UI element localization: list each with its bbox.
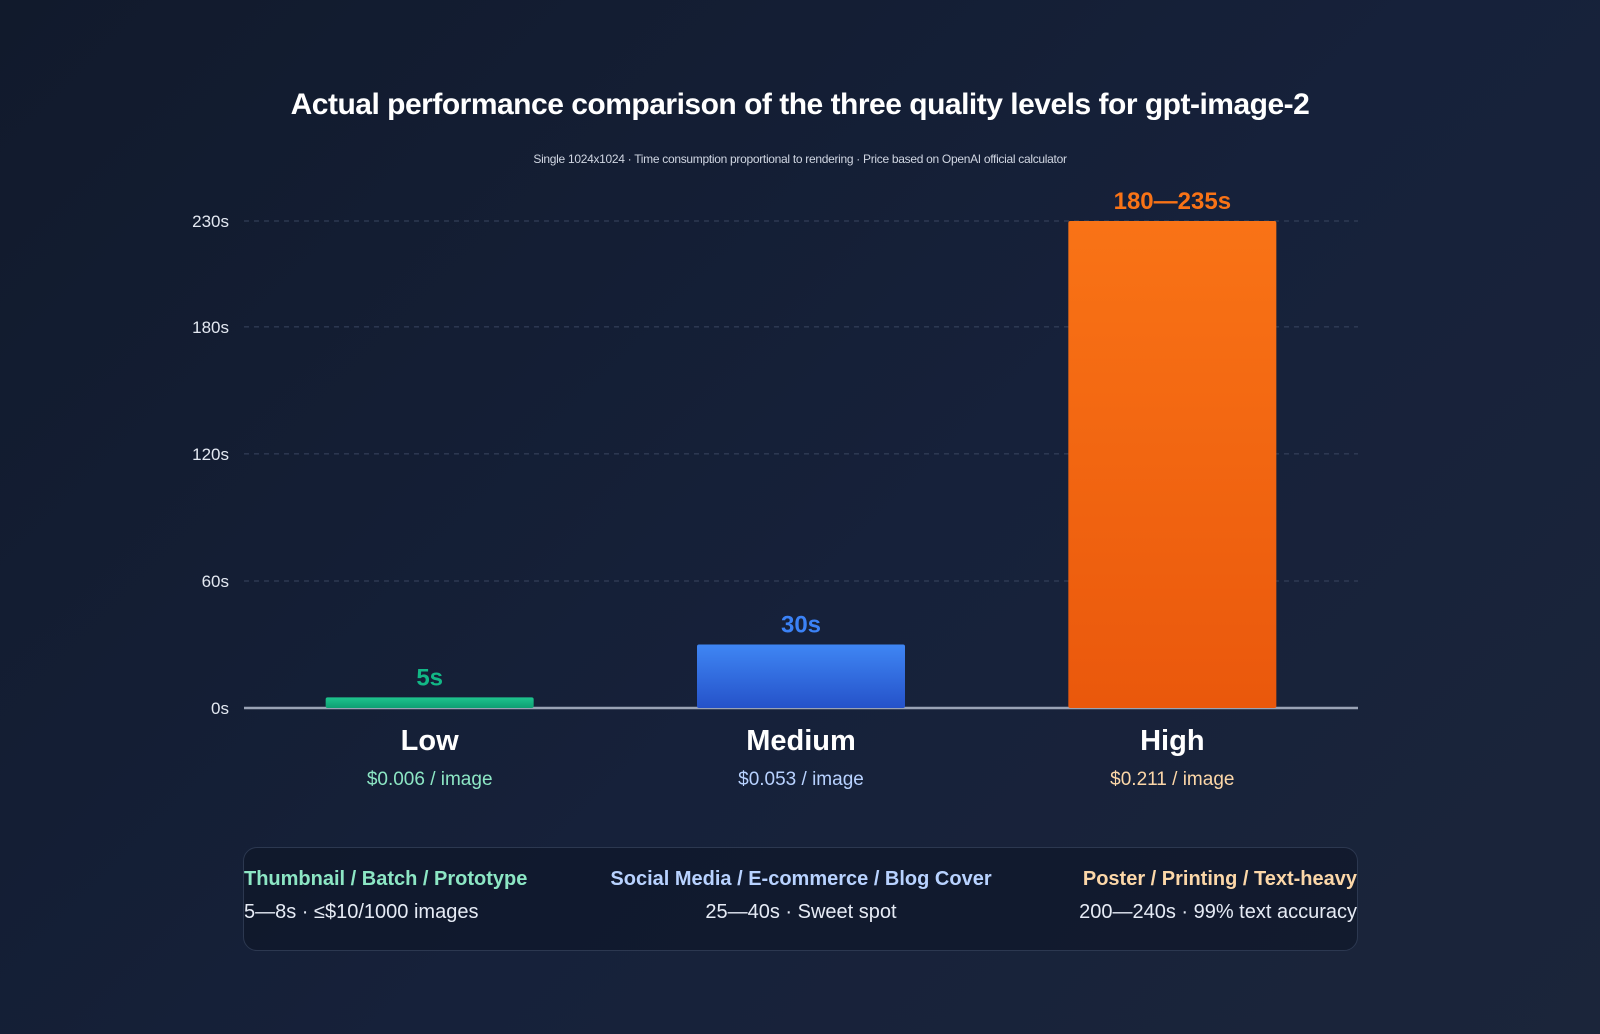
use-case-medium-title: Social Media / E-commerce / Blog Cover: [610, 868, 992, 890]
category-label-low: Low: [401, 725, 459, 757]
y-tick-label: 60s: [202, 572, 229, 591]
bar-low: [325, 697, 534, 708]
y-tick-label: 0s: [211, 699, 229, 718]
use-case-high-desc: 200—240s · 99% text accuracy: [1079, 901, 1357, 923]
use-case-medium: Social Media / E-commerce / Blog Cover 2…: [610, 868, 991, 924]
bar-chart: 0s 60s 120s 180s 230s 5s Low $0.006 / image 30s M…: [192, 188, 1358, 790]
y-tick-label: 180s: [192, 318, 229, 337]
chart-title: Actual performance comparison of the thr…: [290, 88, 1310, 121]
bar-high: [1068, 221, 1277, 708]
value-label-low: 5s: [416, 664, 443, 691]
use-case-low-title: Thumbnail / Batch / Prototype: [244, 868, 528, 890]
use-case-low: Thumbnail / Batch / Prototype 5—8s · ≤$1…: [244, 868, 527, 924]
y-tick-label: 230s: [192, 212, 229, 231]
category-label-medium: Medium: [746, 725, 856, 757]
chart-subtitle: Single 1024x1024 · Time consumption prop…: [533, 152, 1067, 166]
price-label-medium: $0.053 / image: [738, 769, 864, 790]
bar-medium: [697, 644, 905, 708]
use-case-medium-desc: 25—40s · Sweet spot: [705, 901, 897, 923]
use-case-low-desc: 5—8s · ≤$10/1000 images: [244, 901, 479, 923]
price-label-low: $0.006 / image: [367, 769, 493, 790]
use-case-panel: Thumbnail / Batch / Prototype 5—8s · ≤$1…: [243, 847, 1358, 951]
y-tick-label: 120s: [192, 445, 229, 464]
use-case-high: Poster / Printing / Text-heavy 200—240s …: [1079, 868, 1357, 924]
category-label-high: High: [1140, 725, 1204, 757]
price-label-high: $0.211 / image: [1110, 769, 1234, 790]
value-label-medium: 30s: [781, 611, 821, 638]
value-label-high: 180—235s: [1114, 188, 1231, 215]
use-case-high-title: Poster / Printing / Text-heavy: [1082, 868, 1357, 890]
